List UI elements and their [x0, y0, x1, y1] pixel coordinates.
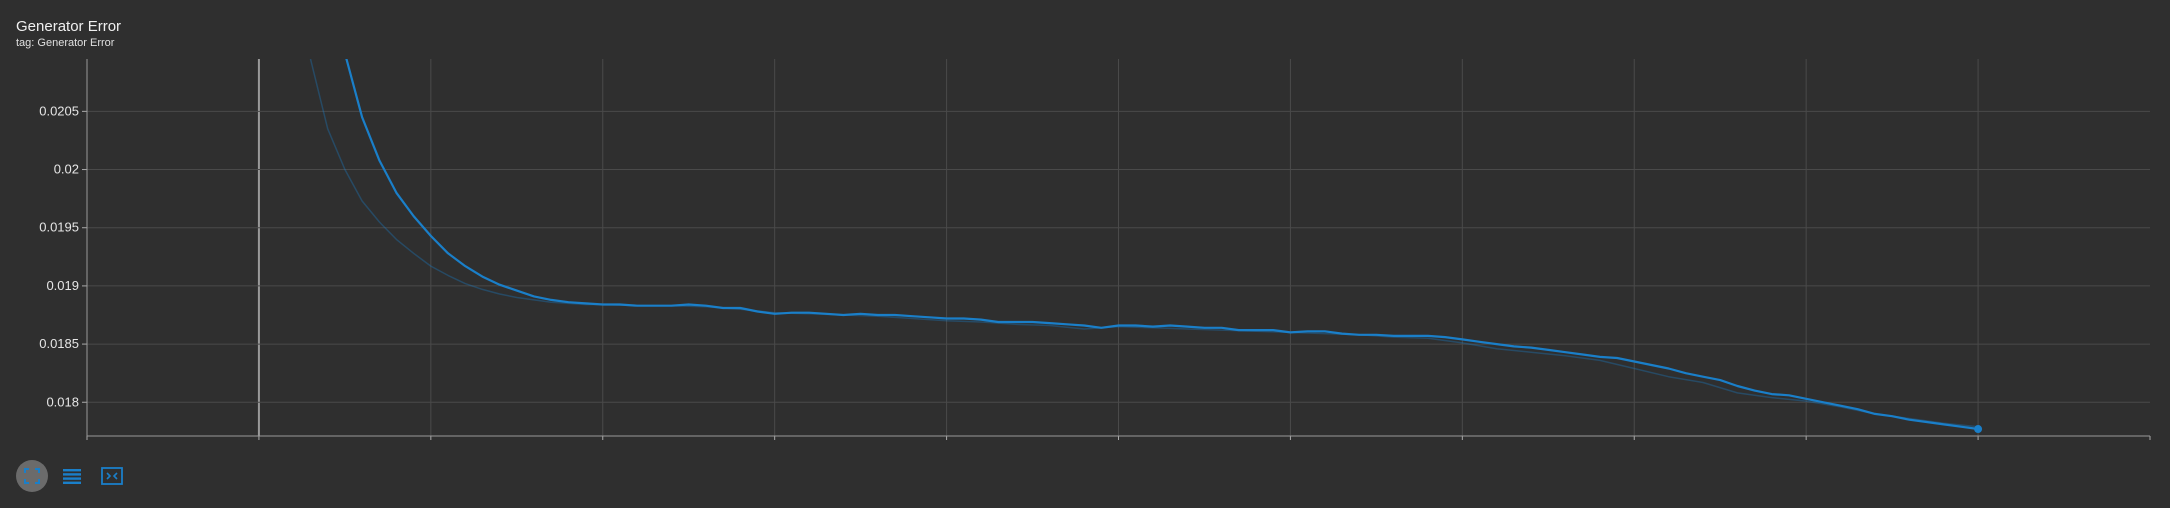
chart-title: Generator Error — [16, 18, 122, 35]
last-point-marker — [1974, 425, 1983, 434]
chart-tag-subtitle: tag: Generator Error — [16, 37, 115, 49]
fit-domain-button[interactable] — [96, 460, 128, 492]
series-line-smoothed — [345, 59, 1979, 431]
y-tick-label: 0.0195 — [39, 220, 79, 235]
chart-toolbar — [16, 460, 128, 492]
series-line-raw — [309, 59, 1979, 428]
toggle-y-log-button[interactable] — [56, 460, 88, 492]
y-tick-label: 0.018 — [46, 394, 79, 409]
y-tick-label: 0.019 — [46, 278, 79, 293]
fit-domain-icon — [101, 467, 123, 485]
y-tick-label: 0.0205 — [39, 103, 79, 118]
toggle-y-log-icon — [63, 469, 81, 484]
expand-chart-button[interactable] — [16, 460, 48, 492]
y-tick-label: 0.02 — [54, 162, 79, 177]
expand-chart-icon — [24, 468, 40, 484]
y-tick-label: 0.0185 — [39, 336, 79, 351]
line-chart[interactable]: 01020304050607080901000.0180.01850.0190.… — [0, 0, 2170, 440]
